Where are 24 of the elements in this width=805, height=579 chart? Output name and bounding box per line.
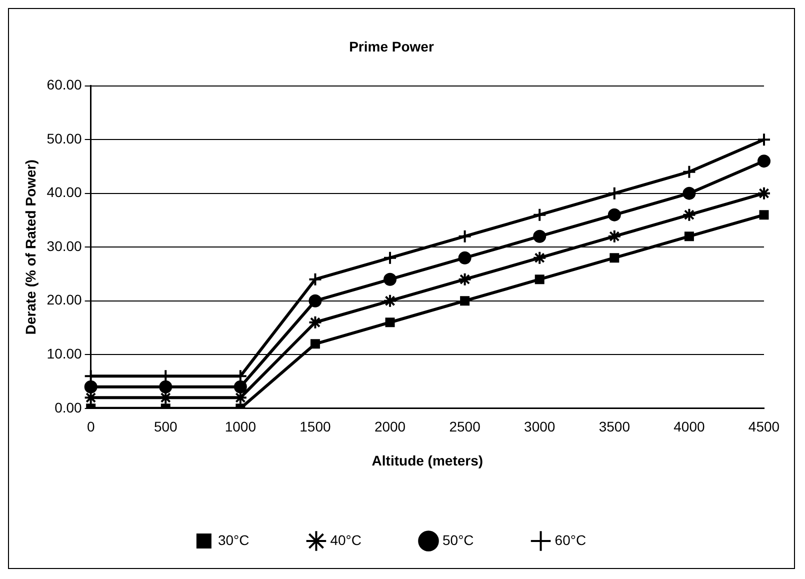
chart-title: Prime Power (349, 38, 434, 54)
x-tick-label: 3000 (524, 418, 556, 435)
x-tick-label: 2500 (449, 418, 481, 435)
legend-label: 30°C (218, 532, 250, 548)
x-tick-label: 1500 (300, 418, 332, 435)
x-tick-label: 4000 (674, 418, 705, 435)
y-tick-label: 0.00 (54, 399, 82, 416)
y-tick-label: 50.00 (46, 130, 82, 146)
y-tick-label: 30.00 (46, 238, 82, 254)
x-axis-title: Altitude (meters) (372, 452, 484, 468)
legend-label: 50°C (442, 532, 474, 548)
x-tick-label: 0 (86, 418, 95, 435)
y-tick-label: 20.00 (46, 292, 82, 308)
x-tick-label: 4500 (748, 418, 780, 435)
y-tick-label: 10.00 (46, 345, 82, 362)
x-tick-label: 3500 (598, 418, 630, 435)
legend-label: 60°C (554, 532, 586, 548)
x-tick-label: 2000 (374, 418, 406, 435)
x-tick-label: 1000 (224, 418, 256, 435)
y-tick-label: 60.00 (46, 76, 82, 93)
legend-label: 40°C (330, 532, 362, 548)
y-tick-label: 40.00 (46, 184, 82, 200)
x-tick-label: 500 (154, 418, 178, 435)
y-axis-title: Derate (% of Rated Power) (22, 160, 38, 335)
